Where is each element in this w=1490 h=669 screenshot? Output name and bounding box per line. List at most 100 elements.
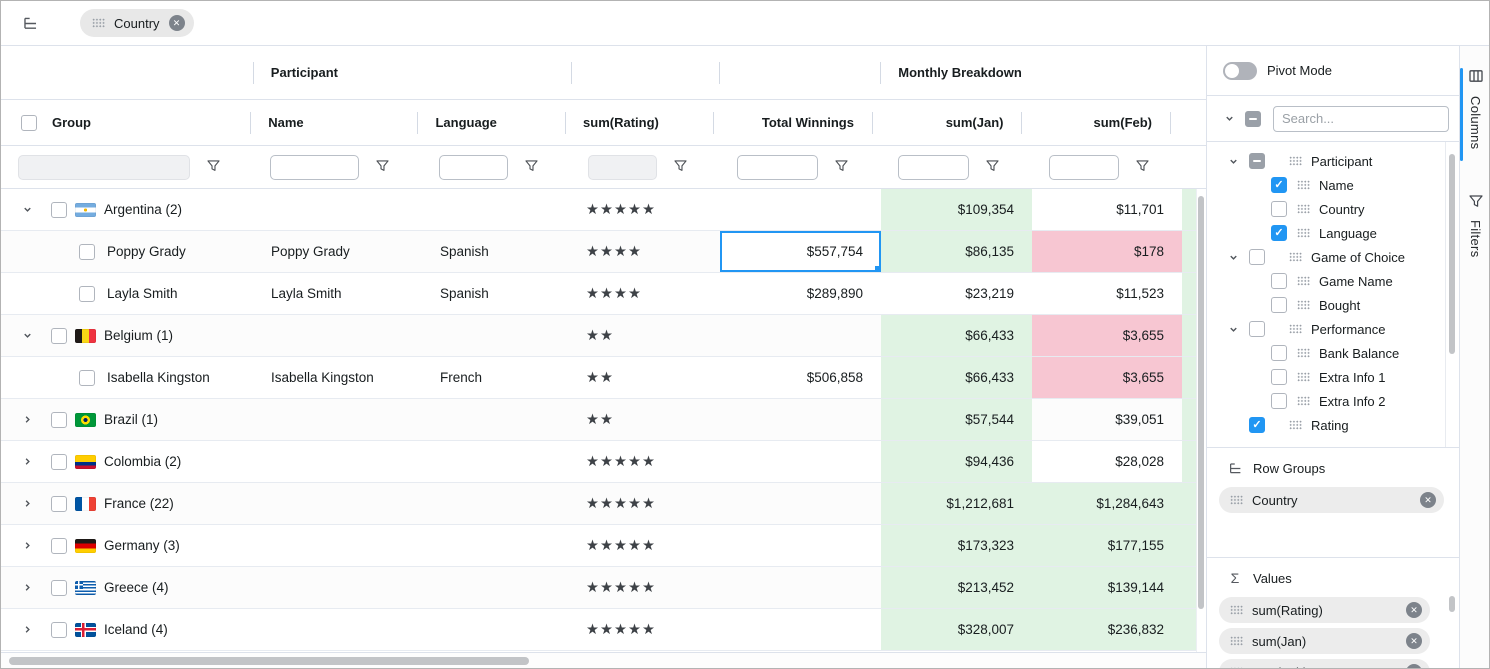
collapse-chevron-icon[interactable]	[1227, 323, 1239, 335]
group-header-participant[interactable]: Participant	[253, 46, 571, 99]
tree-checkbox[interactable]	[1271, 225, 1287, 241]
cell-sum-jan[interactable]: $213,452	[881, 567, 1032, 608]
chip-sum-rating[interactable]: sum(Rating) ✕	[1219, 597, 1430, 623]
tree-checkbox[interactable]	[1271, 393, 1287, 409]
cell-rating[interactable]: ★★★★★	[571, 441, 720, 482]
cell-name[interactable]: Poppy Grady	[253, 231, 422, 272]
cell-sum-jan[interactable]: $86,135	[881, 231, 1032, 272]
collapse-chevron-icon[interactable]	[21, 330, 33, 342]
tree-item-performance[interactable]: Performance	[1207, 317, 1459, 341]
cell-sum-feb[interactable]: $1,284,643	[1032, 483, 1182, 524]
select-all-columns-checkbox[interactable]	[1245, 110, 1261, 127]
cell-next-column-partial[interactable]	[1182, 525, 1197, 566]
cell-total-winnings[interactable]	[720, 483, 881, 524]
cell-total-winnings[interactable]	[720, 525, 881, 566]
cell-language[interactable]	[422, 399, 571, 440]
cell-sum-jan[interactable]: $109,354	[881, 189, 1032, 230]
row-checkbox[interactable]	[51, 579, 67, 596]
vertical-scrollbar-thumb[interactable]	[1198, 196, 1204, 609]
cell-sum-feb[interactable]: $139,144	[1032, 567, 1182, 608]
cell-language[interactable]	[422, 609, 571, 650]
chip-group-country[interactable]: Country ✕	[80, 9, 194, 37]
cell-next-column-partial[interactable]	[1182, 357, 1197, 398]
filter-button-group[interactable]	[203, 157, 223, 177]
cell-sum-feb[interactable]: $3,655	[1032, 357, 1182, 398]
tree-item-language[interactable]: Language	[1207, 221, 1459, 245]
chip-sum-feb[interactable]: sum(Feb) ✕	[1219, 659, 1430, 668]
cell-next-column-partial[interactable]	[1182, 483, 1197, 524]
cell-group[interactable]: Iceland (4)	[1, 609, 253, 650]
expand-chevron-icon[interactable]	[21, 456, 33, 468]
cell-group[interactable]: Brazil (1)	[1, 399, 253, 440]
filter-button-language[interactable]	[521, 157, 541, 177]
values-scrollbar-thumb[interactable]	[1449, 596, 1455, 612]
tree-checkbox[interactable]	[1271, 177, 1287, 193]
cell-total-winnings[interactable]	[720, 441, 881, 482]
row-checkbox[interactable]	[79, 243, 95, 260]
cell-total-winnings[interactable]	[720, 315, 881, 356]
cell-next-column-partial[interactable]	[1182, 273, 1197, 314]
cell-sum-jan[interactable]: $1,212,681	[881, 483, 1032, 524]
cell-group[interactable]: Colombia (2)	[1, 441, 253, 482]
cell-next-column-partial[interactable]	[1182, 231, 1197, 272]
cell-sum-jan[interactable]: $66,433	[881, 315, 1032, 356]
remove-icon[interactable]: ✕	[1406, 602, 1422, 618]
cell-name[interactable]	[253, 189, 422, 230]
cell-group[interactable]: Argentina (2)	[1, 189, 253, 230]
tree-item-bought[interactable]: Bought	[1207, 293, 1459, 317]
row-checkbox[interactable]	[79, 285, 95, 302]
cell-name[interactable]	[253, 567, 422, 608]
cell-rating[interactable]: ★★★★★	[571, 525, 720, 566]
cell-next-column-partial[interactable]	[1182, 189, 1197, 230]
column-search-input[interactable]	[1273, 105, 1449, 132]
cell-language[interactable]: Spanish	[422, 231, 571, 272]
tree-item-bank-balance[interactable]: Bank Balance	[1207, 341, 1459, 365]
tab-filters[interactable]: Filters	[1468, 195, 1483, 258]
chip-sum-jan[interactable]: sum(Jan) ✕	[1219, 628, 1430, 654]
tree-checkbox[interactable]	[1271, 273, 1287, 289]
cell-next-column-partial[interactable]	[1182, 609, 1197, 650]
cell-total-winnings[interactable]	[720, 609, 881, 650]
remove-icon[interactable]: ✕	[1420, 492, 1436, 508]
cell-rating[interactable]: ★★★★	[571, 231, 720, 272]
pivot-mode-toggle[interactable]	[1223, 61, 1257, 80]
row-checkbox[interactable]	[51, 327, 67, 344]
tab-columns[interactable]: Columns	[1468, 68, 1484, 149]
cell-group[interactable]: Poppy Grady	[1, 231, 253, 272]
tree-checkbox[interactable]	[1271, 297, 1287, 313]
filter-input-total-winnings[interactable]	[737, 154, 818, 180]
cell-next-column-partial[interactable]	[1182, 567, 1197, 608]
cell-language[interactable]	[422, 567, 571, 608]
collapse-chevron-icon[interactable]	[1227, 155, 1239, 167]
cell-sum-feb[interactable]: $28,028	[1032, 441, 1182, 482]
tree-item-extra-info-2[interactable]: Extra Info 2	[1207, 389, 1459, 413]
tree-item-game-name[interactable]: Game Name	[1207, 269, 1459, 293]
cell-rating[interactable]: ★★	[571, 357, 720, 398]
remove-icon[interactable]: ✕	[168, 15, 185, 31]
horizontal-scrollbar[interactable]	[1, 652, 1206, 668]
cell-language[interactable]	[422, 315, 571, 356]
filter-button-sum-rating[interactable]	[670, 157, 690, 177]
column-header-language[interactable]: Language	[417, 100, 565, 145]
cell-name[interactable]	[253, 483, 422, 524]
cell-total-winnings[interactable]	[720, 189, 881, 230]
cell-name[interactable]	[253, 525, 422, 566]
header-select-all-checkbox[interactable]	[21, 114, 37, 131]
cell-sum-jan[interactable]: $66,433	[881, 357, 1032, 398]
column-header-sum-jan[interactable]: sum(Jan)	[872, 100, 1022, 145]
collapse-chevron-icon[interactable]	[21, 204, 33, 216]
cell-sum-feb[interactable]: $11,523	[1032, 273, 1182, 314]
cell-sum-feb[interactable]: $11,701	[1032, 189, 1182, 230]
cell-next-column-partial[interactable]	[1182, 399, 1197, 440]
cell-language[interactable]	[422, 525, 571, 566]
cell-total-winnings[interactable]	[720, 399, 881, 440]
tree-checkbox[interactable]	[1249, 249, 1265, 265]
tree-checkbox[interactable]	[1249, 417, 1265, 433]
filter-button-name[interactable]	[372, 157, 392, 177]
tree-checkbox[interactable]	[1271, 345, 1287, 361]
cell-sum-feb[interactable]: $39,051	[1032, 399, 1182, 440]
cell-rating[interactable]: ★★	[571, 399, 720, 440]
cell-sum-jan[interactable]: $23,219	[881, 273, 1032, 314]
cell-group[interactable]: Isabella Kingston	[1, 357, 253, 398]
horizontal-scrollbar-thumb[interactable]	[9, 657, 529, 665]
